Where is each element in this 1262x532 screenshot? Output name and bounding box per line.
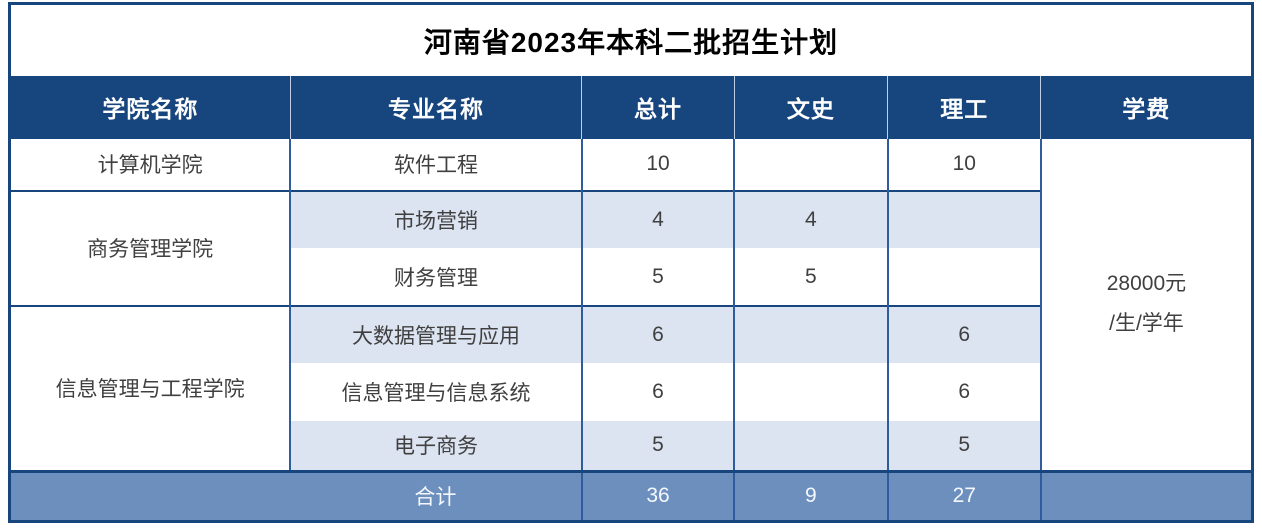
cell-wenshi: [734, 420, 889, 472]
cell-major: 财务管理: [290, 248, 583, 306]
cell-wenshi: 5: [734, 248, 889, 306]
cell-ligong: 6: [887, 363, 1042, 421]
column-header-wenshi: 文史: [733, 76, 888, 139]
cell-wenshi: [734, 304, 889, 364]
column-header-tuition: 学费: [1040, 76, 1253, 139]
tuition-unit: /生/学年: [1109, 312, 1184, 336]
cell-college: 信息管理与工程学院: [9, 304, 292, 472]
cell-total: 4: [581, 189, 736, 249]
column-header-college: 学院名称: [9, 76, 291, 139]
cell-total: 5: [581, 248, 736, 306]
cell-college: 商务管理学院: [9, 189, 292, 306]
cell-wenshi: [734, 363, 889, 421]
cell-wenshi: [734, 138, 889, 191]
cell-total: 5: [581, 420, 736, 472]
table-row: 信息管理与工程学院 大数据管理与应用 6 6: [9, 304, 1253, 472]
column-header-total: 总计: [581, 76, 735, 139]
admission-plan-panel: 河南省2023年本科二批招生计划 学院名称 专业名称 总计 文史 理工 学费 计…: [8, 2, 1254, 524]
cell-ligong: 10: [887, 138, 1042, 191]
footer-label: 合计: [9, 469, 582, 522]
cell-tuition: 28000元 /生/学年: [1040, 138, 1253, 472]
footer-row: 合计 36 9 27: [9, 469, 1253, 522]
cell-major: 电子商务: [290, 420, 583, 472]
cell-major: 大数据管理与应用: [290, 304, 583, 364]
tuition-amount: 28000元: [1106, 272, 1187, 296]
cell-total: 6: [581, 304, 736, 364]
cell-major: 市场营销: [290, 189, 583, 249]
table-row: 计算机学院 软件工程 10 10 28000元 /生/学年: [9, 138, 1253, 472]
cell-wenshi: 4: [734, 189, 889, 249]
footer-total: 36: [580, 469, 735, 522]
footer-ligong: 27: [886, 469, 1041, 522]
cell-college: 计算机学院: [9, 138, 292, 191]
footer-tuition-empty: [1039, 469, 1253, 522]
column-header-major: 专业名称: [289, 76, 582, 139]
table-row: 商务管理学院 市场营销 4 4: [9, 189, 1253, 306]
table-row: 财务管理 5 5: [10, 248, 1253, 306]
cell-total: 6: [581, 363, 736, 421]
cell-major: 软件工程: [290, 138, 583, 191]
cell-ligong: 6: [887, 304, 1042, 364]
cell-major: 信息管理与信息系统: [290, 363, 583, 421]
cell-ligong: [887, 189, 1042, 249]
header-row: 学院名称 专业名称 总计 文史 理工 学费: [9, 76, 1253, 139]
title-row: 河南省2023年本科二批招生计划: [9, 3, 1253, 77]
cell-ligong: 5: [887, 420, 1042, 472]
admission-plan-table: 河南省2023年本科二批招生计划 学院名称 专业名称 总计 文史 理工 学费 计…: [8, 2, 1254, 523]
column-header-ligong: 理工: [887, 76, 1041, 139]
table-title: 河南省2023年本科二批招生计划: [9, 3, 1253, 77]
table-row: 信息管理与信息系统 6 6: [10, 363, 1253, 421]
table-row: 电子商务 5 5: [10, 420, 1253, 472]
cell-total: 10: [581, 138, 736, 191]
footer-wenshi: 9: [733, 469, 888, 522]
cell-ligong: [887, 248, 1042, 306]
